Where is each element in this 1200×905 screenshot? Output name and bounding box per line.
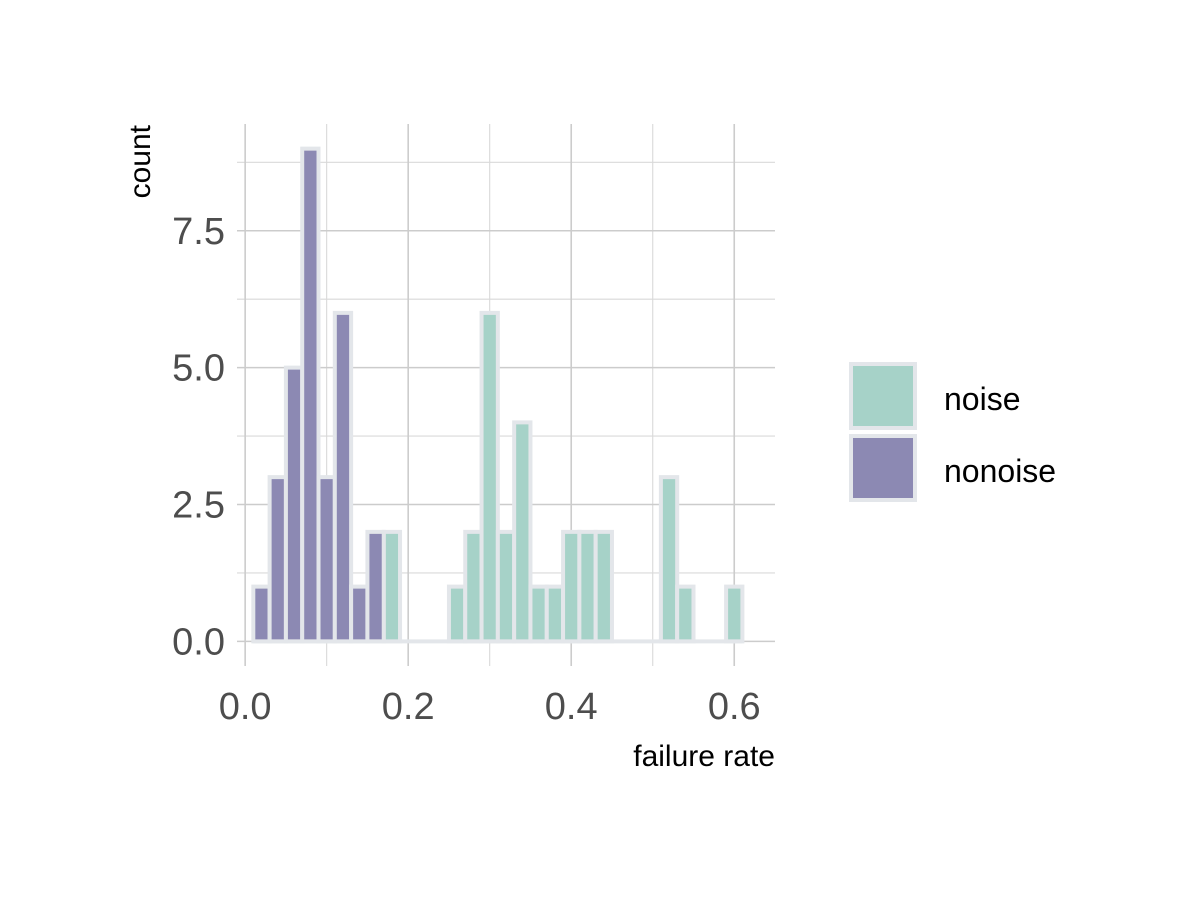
bar-noise-3	[479, 310, 500, 644]
legend: noise nonoise	[849, 362, 1056, 502]
bar-noise-0	[381, 529, 403, 644]
legend-label-noise: noise	[944, 381, 1021, 417]
bar-noise-11	[658, 475, 680, 644]
bar-noise-4	[495, 529, 517, 644]
y-tick-label-3: 7.5	[172, 211, 225, 253]
y-tick-label-2: 5.0	[172, 348, 225, 390]
bar-nonoise-3	[300, 146, 321, 644]
bar-noise-12	[675, 584, 696, 644]
x-tick-label-0: 0.0	[219, 686, 272, 728]
y-tick-label-1: 2.5	[172, 484, 225, 526]
bar-nonoise-4	[316, 475, 337, 644]
x-tick-label-2: 0.4	[545, 686, 598, 728]
bar-nonoise-1	[267, 475, 288, 644]
x-tick-label-3: 0.6	[708, 686, 761, 728]
x-tick-label-1: 0.2	[382, 686, 435, 728]
bar-noise-13	[724, 584, 745, 644]
bar-noise-10	[593, 529, 614, 644]
bar-layer	[251, 146, 745, 644]
bar-noise-2	[463, 529, 484, 644]
bar-noise-5	[512, 420, 533, 644]
bar-nonoise-0	[251, 584, 272, 644]
legend-key-nonoise	[849, 434, 917, 502]
y-tick-label-0: 0.0	[172, 621, 225, 663]
bar-nonoise-6	[349, 584, 370, 644]
legend-key-noise	[849, 362, 917, 430]
bar-nonoise-2	[283, 365, 305, 644]
bar-noise-8	[561, 529, 582, 644]
bar-noise-9	[577, 529, 598, 644]
tick-layer: 0.0 2.5 5.0 7.5 0.0 0.2 0.4 0.6	[172, 211, 760, 728]
bar-noise-7	[544, 584, 566, 644]
y-axis-title: count	[124, 124, 157, 198]
bar-noise-1	[446, 584, 468, 644]
bar-noise-6	[528, 584, 549, 644]
legend-label-nonoise: nonoise	[944, 453, 1056, 489]
bar-nonoise-5	[332, 310, 354, 644]
bar-nonoise-7	[365, 529, 386, 644]
x-axis-title: failure rate	[633, 740, 775, 773]
